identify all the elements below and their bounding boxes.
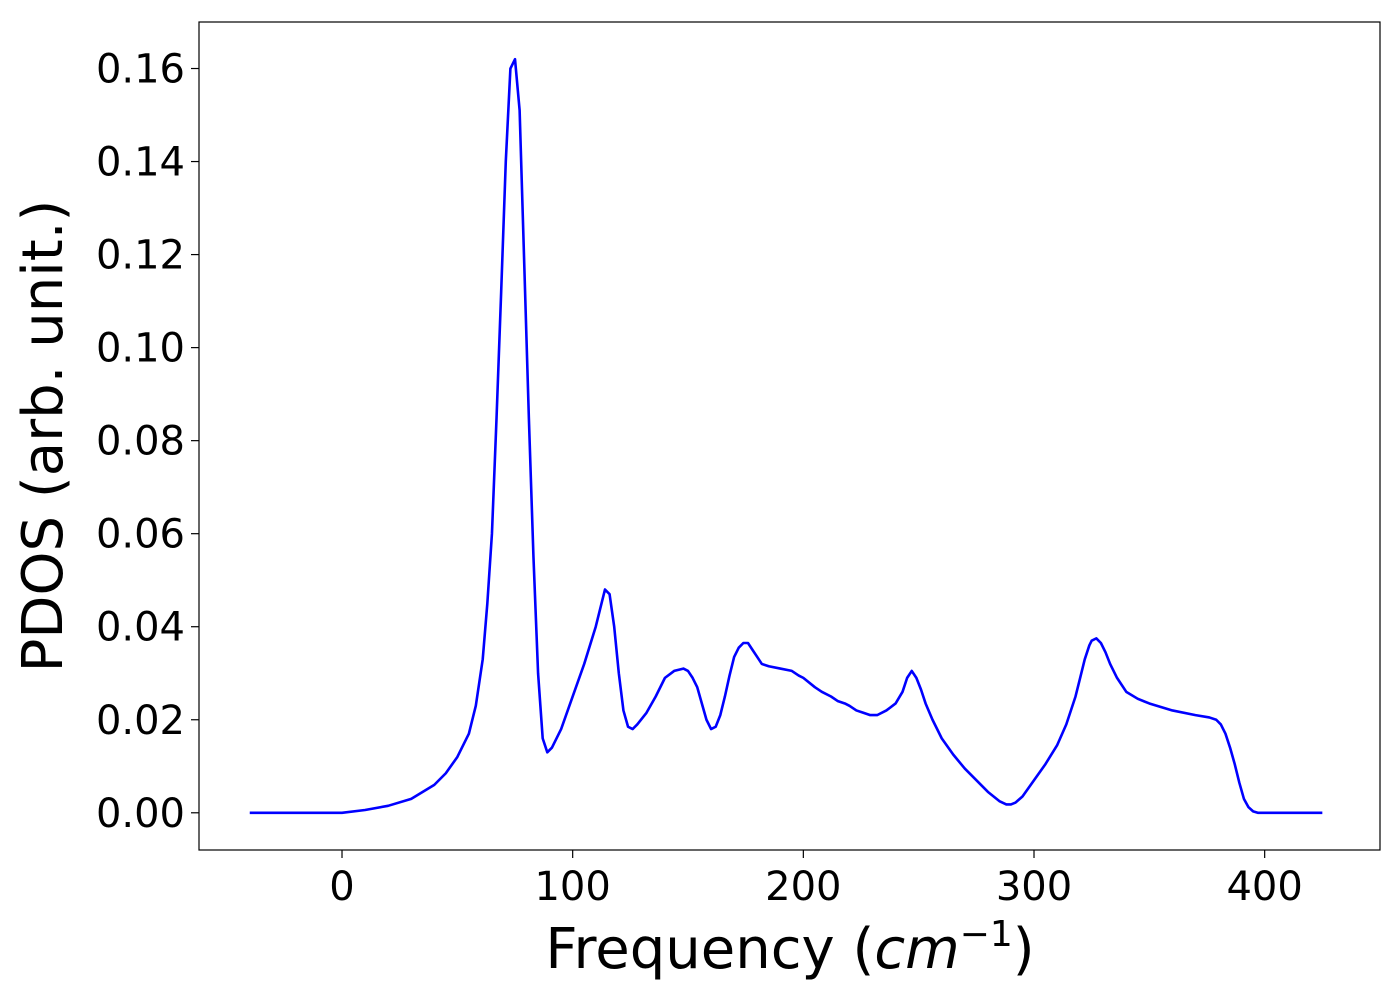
y-axis-ticks: 0.00 0.02 0.04 0.06 0.08 0.10 0.12 0.14 0.16 [96, 47, 199, 837]
x-axis-label-close: ) [1013, 917, 1035, 982]
x-tick-label: 200 [765, 864, 841, 910]
x-axis-ticks: 0 100 200 300 400 [329, 850, 1303, 910]
y-tick-label: 0.02 [96, 698, 185, 744]
x-axis-label-unit: cm [874, 917, 959, 982]
y-tick-label: 0.08 [96, 419, 185, 465]
x-axis-label-text: Frequency ( [545, 917, 874, 982]
y-tick-label: 0.14 [96, 140, 185, 186]
x-axis-label: Frequency (cm−1) [545, 914, 1034, 982]
x-tick-label: 300 [996, 864, 1072, 910]
y-tick-label: 0.06 [96, 512, 185, 558]
y-tick-label: 0.16 [96, 47, 185, 93]
y-tick-label: 0.04 [96, 605, 185, 651]
x-axis-label-exponent: −1 [960, 914, 1013, 955]
y-axis-label: PDOS (arb. unit.) [11, 200, 76, 673]
plot-area-frame [198, 21, 1381, 851]
x-tick-label: 400 [1226, 864, 1302, 910]
y-tick-label: 0.00 [96, 791, 185, 837]
series-line [249, 57, 1323, 815]
x-tick-label: 100 [534, 864, 610, 910]
y-tick-label: 0.10 [96, 326, 185, 372]
y-tick-label: 0.12 [96, 233, 185, 279]
x-tick-label: 0 [329, 864, 354, 910]
